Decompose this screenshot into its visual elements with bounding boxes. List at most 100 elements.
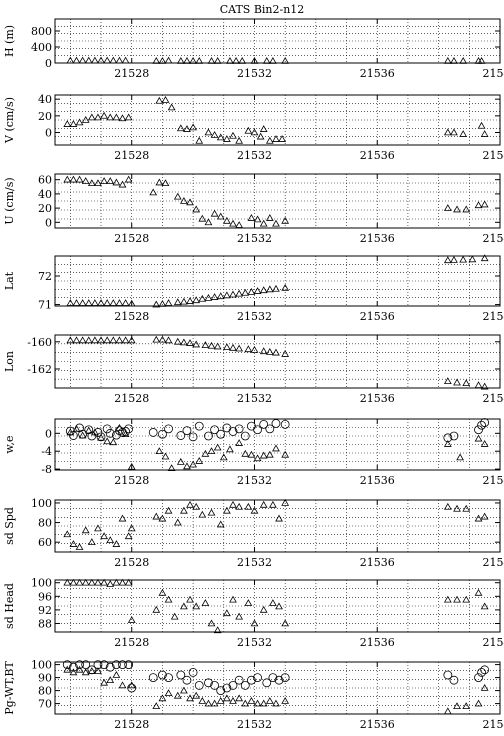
data-point-triangle [112, 670, 121, 678]
data-point-triangle [167, 103, 176, 111]
data-point-triangle [186, 694, 194, 702]
data-point-triangle [183, 56, 191, 64]
data-point-circle [115, 426, 124, 436]
data-point-circle [443, 433, 453, 443]
data-point-triangle [259, 699, 268, 707]
data-point-triangle [170, 612, 179, 620]
data-point-triangle [152, 300, 161, 308]
data-point-triangle [229, 219, 237, 227]
y-tick-label: 800 [31, 25, 52, 38]
data-point-circle [124, 660, 134, 669]
data-point-triangle [78, 431, 87, 439]
y-tick-label: 72 [38, 270, 52, 283]
data-point-triangle [75, 665, 84, 673]
data-point-triangle [72, 299, 81, 306]
data-point-triangle [66, 336, 75, 344]
data-point-triangle [247, 450, 256, 458]
data-point-triangle [259, 219, 268, 227]
axes-frame [54, 499, 501, 553]
data-point-triangle [94, 113, 102, 121]
data-point-triangle [198, 696, 207, 704]
data-point-triangle [69, 120, 78, 127]
data-point-triangle [158, 56, 167, 64]
data-point-triangle [127, 616, 136, 623]
data-point-circle [194, 681, 204, 690]
x-tick-label: 21528 [114, 556, 149, 569]
data-point-triangle [127, 462, 136, 470]
data-point-triangle [186, 297, 194, 304]
data-point-triangle [75, 543, 84, 550]
data-point-triangle [100, 532, 108, 540]
data-point-triangle [235, 289, 244, 297]
data-point-triangle [164, 56, 173, 64]
y-tick-label: 20 [38, 110, 52, 123]
data-point-triangle [459, 130, 468, 137]
data-point-triangle [480, 683, 489, 691]
data-point-triangle [480, 512, 489, 520]
data-point-triangle [204, 293, 213, 301]
data-point-triangle [124, 175, 133, 183]
data-point-triangle [173, 691, 182, 699]
data-point-triangle [256, 132, 265, 140]
data-point-triangle [281, 450, 290, 458]
data-point-triangle [66, 56, 75, 64]
y-tick-label: 400 [31, 41, 52, 54]
data-point-triangle [253, 215, 262, 223]
axes-frame [54, 18, 501, 64]
data-point-triangle [235, 136, 244, 144]
data-point-triangle [75, 175, 84, 183]
data-point-triangle [281, 619, 290, 627]
data-point-triangle [94, 667, 102, 674]
data-point-triangle [195, 56, 204, 64]
data-point-triangle [453, 205, 461, 213]
axes-frame [54, 334, 501, 389]
data-point-triangle [269, 599, 277, 606]
data-point-triangle [210, 699, 219, 707]
data-point-triangle [198, 294, 207, 302]
y-axis-label: sd Head [3, 583, 16, 629]
y-tick-label: -4 [41, 445, 52, 458]
x-tick-label: 21540 [483, 556, 504, 569]
data-point-triangle [81, 668, 90, 676]
data-point-triangle [183, 462, 191, 470]
data-point-triangle [118, 514, 127, 522]
data-point-triangle [226, 56, 234, 64]
data-point-triangle [118, 114, 127, 122]
y-tick-label: 40 [38, 93, 52, 106]
data-point-triangle [173, 337, 182, 345]
data-point-circle [188, 668, 198, 677]
data-point-triangle [195, 136, 204, 144]
data-point-triangle [152, 702, 161, 709]
data-point-circle [443, 670, 453, 680]
data-point-circle [480, 418, 490, 427]
x-tick-label: 21532 [237, 636, 272, 649]
x-tick-label: 21536 [360, 392, 395, 405]
data-point-triangle [167, 464, 176, 472]
data-point-triangle [265, 136, 274, 144]
y-tick-label: 71 [38, 299, 52, 312]
data-point-triangle [453, 702, 461, 709]
data-point-triangle [443, 707, 452, 715]
y-tick-label: 0 [45, 216, 52, 229]
data-point-triangle [69, 668, 78, 676]
data-point-triangle [115, 56, 124, 64]
data-point-triangle [207, 56, 216, 64]
data-point-triangle [78, 56, 87, 64]
y-axis-label: U (cm/s) [3, 177, 16, 224]
data-point-triangle [450, 255, 458, 263]
data-point-triangle [235, 694, 244, 702]
data-point-circle [127, 683, 137, 693]
data-point-triangle [106, 536, 115, 544]
data-point-triangle [152, 512, 161, 520]
data-point-triangle [198, 214, 207, 222]
data-point-triangle [443, 128, 452, 136]
data-point-circle [158, 429, 167, 439]
data-point-triangle [109, 438, 118, 446]
data-point-triangle [118, 681, 127, 689]
data-point-triangle [281, 283, 290, 291]
data-point-triangle [158, 588, 167, 596]
data-point-triangle [121, 299, 130, 306]
data-point-triangle [100, 578, 108, 586]
data-point-triangle [94, 524, 102, 532]
